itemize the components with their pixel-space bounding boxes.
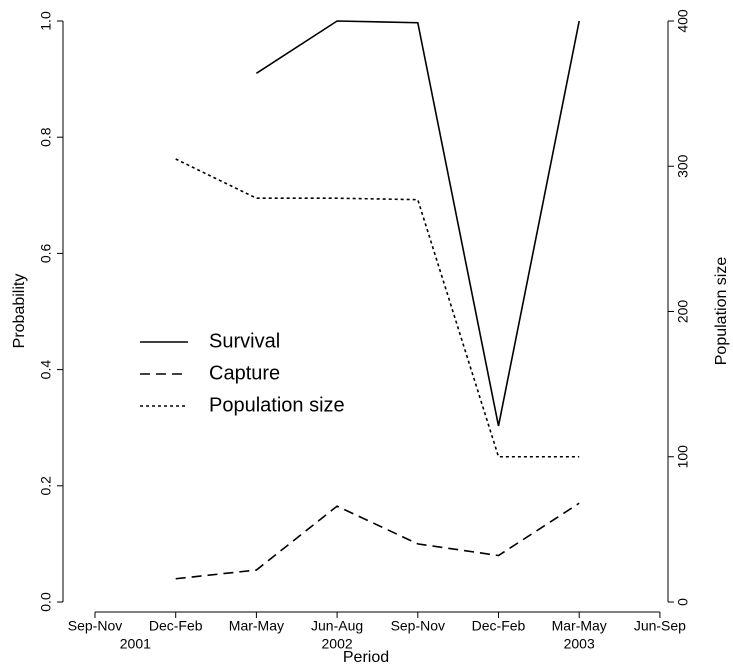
x-tick-label: Dec-Feb [149, 618, 203, 634]
x-tick-label: Sep-Nov [391, 618, 445, 634]
y2-tick-label: 400 [675, 9, 691, 33]
legend-label: Population size [209, 394, 345, 416]
year-label: 2003 [564, 636, 595, 652]
legend-label: Survival [209, 330, 280, 352]
y2-tick-label: 0 [675, 598, 691, 606]
y-tick-label: 1.0 [38, 11, 54, 31]
y-axis-label: Probability [11, 274, 28, 349]
x-tick-label: Mar-May [552, 618, 607, 634]
data-line [175, 158, 580, 458]
x-tick-label: Jun-Sep [634, 618, 686, 634]
y-tick-label: 0.6 [38, 243, 54, 263]
year-label: 2002 [322, 636, 353, 652]
y-tick-label: 0.8 [38, 127, 54, 147]
x-tick-label: Mar-May [229, 618, 284, 634]
y-tick-label: 0.0 [38, 592, 54, 612]
data-line [255, 20, 580, 427]
y2-tick-label: 300 [675, 154, 691, 178]
x-tick-label: Dec-Feb [472, 618, 526, 634]
x-tick-label: Sep-Nov [68, 618, 122, 634]
y2-tick-label: 200 [675, 300, 691, 324]
x-axis-label: Period [343, 649, 389, 666]
data-line [175, 502, 580, 580]
x-tick-label: Jun-Aug [311, 618, 363, 634]
year-label: 2001 [120, 636, 151, 652]
y-tick-label: 0.2 [38, 476, 54, 496]
y-tick-label: 0.4 [38, 360, 54, 380]
y2-tick-label: 100 [675, 445, 691, 469]
y2-axis-label: Population size [713, 257, 730, 366]
legend-label: Capture [209, 362, 280, 384]
